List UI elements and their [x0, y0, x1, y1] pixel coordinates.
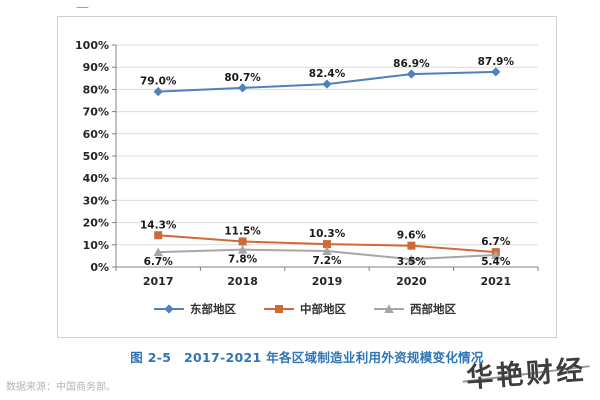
- diamond-marker-icon: [491, 67, 501, 77]
- triangle-marker-icon: [406, 254, 417, 264]
- triangle-marker-icon: [491, 250, 501, 260]
- triangle-marker-icon: [153, 247, 163, 257]
- y-axis-label: 50%: [83, 150, 109, 163]
- diamond-marker-icon: [153, 87, 163, 97]
- y-axis-label: 90%: [83, 61, 109, 74]
- diamond-marker-icon: [238, 83, 248, 93]
- axes: 0% 10% 20% 30% 40% 50% 60% 70% 80% 90% 100% 2017 201…: [75, 39, 539, 288]
- x-axis-label: 2019: [312, 275, 343, 288]
- x-axis-label: 2018: [227, 275, 258, 288]
- data-label: 10.3%: [309, 228, 346, 240]
- watermark: 华艳财经: [465, 348, 587, 395]
- square-marker-icon: [407, 241, 416, 250]
- triangle-marker-icon: [384, 304, 394, 313]
- square-marker-icon: [154, 231, 163, 240]
- series-2: 6.7% 7.8% 7.2% 3.5% 5.4%: [144, 244, 511, 268]
- y-axis-label: 20%: [83, 217, 109, 230]
- chart-caption: 图 2-5 2017-2021 年各区域制造业利用外资规模变化情况: [130, 350, 484, 365]
- triangle-marker-icon: [237, 244, 248, 254]
- line-chart: 0% 10% 20% 30% 40% 50% 60% 70% 80% 90% 100% 2017 201…: [75, 39, 539, 316]
- diamond-marker-icon: [164, 304, 174, 314]
- data-label: 6.7%: [144, 256, 174, 268]
- data-label: 87.9%: [478, 56, 515, 68]
- top-dash: —: [76, 0, 89, 15]
- y-axis-label: 70%: [83, 106, 109, 119]
- x-axis-label: 2021: [480, 275, 511, 288]
- data-label: 79.0%: [140, 76, 177, 88]
- diamond-marker-icon: [322, 79, 332, 89]
- y-axis-label: 40%: [83, 172, 109, 185]
- chart-panel: 0% 10% 20% 30% 40% 50% 60% 70% 80% 90% 100% 2017 201…: [57, 16, 557, 338]
- source-note: 数据来源：中国商务部。: [6, 382, 116, 393]
- x-axis-label: 2017: [143, 275, 174, 288]
- data-label: 82.4%: [309, 68, 346, 80]
- data-label: 7.2%: [312, 255, 342, 267]
- data-label: 3.5%: [397, 256, 427, 268]
- data-label: 86.9%: [393, 58, 430, 70]
- y-axis-label: 10%: [83, 239, 109, 252]
- y-axis-label: 60%: [83, 128, 109, 141]
- y-axis-label: 30%: [83, 194, 109, 207]
- y-axis-label: 80%: [83, 83, 109, 96]
- y-axis-label: 100%: [75, 39, 109, 52]
- gridlines: [116, 44, 538, 246]
- series-1: 14.3% 11.5% 10.3% 9.6% 6.7%: [140, 219, 511, 257]
- legend-label: 中部地区: [300, 302, 346, 316]
- diamond-marker-icon: [406, 69, 416, 79]
- data-label: 14.3%: [140, 219, 177, 231]
- series-0: 79.0% 80.7% 82.4% 86.9% 87.9%: [140, 56, 515, 97]
- data-label: 11.5%: [224, 225, 261, 237]
- data-label: 5.4%: [481, 256, 511, 268]
- legend: 东部地区 中部地区 西部地区: [154, 302, 456, 316]
- data-label: 7.8%: [228, 254, 258, 266]
- data-label: 6.7%: [481, 236, 511, 248]
- data-label: 80.7%: [224, 72, 261, 84]
- legend-label: 东部地区: [190, 302, 236, 316]
- square-marker-icon: [323, 240, 331, 249]
- triangle-marker-icon: [322, 246, 332, 256]
- square-marker-icon: [275, 305, 283, 313]
- y-axis-label: 0%: [90, 261, 109, 274]
- legend-label: 西部地区: [410, 302, 456, 316]
- square-marker-icon: [238, 237, 247, 246]
- data-label: 9.6%: [397, 230, 427, 242]
- x-axis-label: 2020: [396, 275, 427, 288]
